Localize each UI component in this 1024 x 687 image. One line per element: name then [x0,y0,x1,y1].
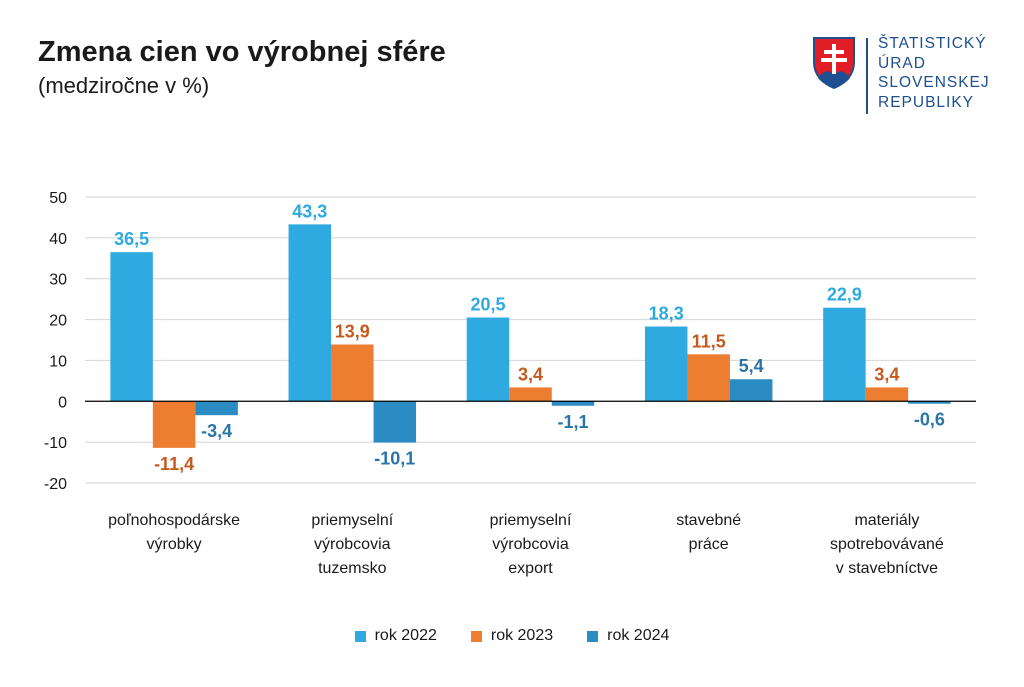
slovak-coat-of-arms-icon [813,37,855,90]
legend-swatch [587,630,599,642]
bar [466,317,510,402]
category-label: export [508,560,553,577]
bar [551,401,595,406]
category-label: priemyselní [311,512,393,529]
legend-label: rok 2023 [490,627,554,644]
category-label: tuzemsko [318,560,387,577]
data-label: 3,4 [518,364,543,384]
data-label: -0,6 [914,410,945,430]
data-label: 3,4 [874,364,899,384]
statistical-office-logo: ŠTATISTICKÝ ÚRAD SLOVENSKEJ REPUBLIKY [812,34,1002,116]
bar [373,401,417,443]
category-label: výrobcovia [492,536,569,553]
legend-label: rok 2024 [607,627,670,644]
y-tick-label: -20 [44,476,67,493]
data-label: 36,5 [114,229,149,249]
bar-chart: 50 40 30 20 10 0 -10 -20 36,5 43,3 20,5 18,3 22,9 -11… [44,190,976,577]
y-tick-label: 20 [49,313,67,330]
y-tick-label: 50 [49,190,67,207]
category-label: priemyselní [490,512,572,529]
data-label: 43,3 [292,201,327,221]
data-label: 5,4 [739,356,764,376]
legend-item-2023: rok 2023 [470,627,554,645]
bar [729,379,773,402]
bar [865,387,909,402]
y-tick-label: 10 [49,353,67,370]
bar [509,387,552,402]
category-label: v stavebníctve [836,560,938,577]
category-label: stavebné [676,512,741,529]
bar [687,354,730,402]
category-label: poľnohospodárske [108,512,240,529]
legend-label: rok 2022 [374,627,437,644]
data-label: 22,9 [827,285,862,305]
data-label: 18,3 [649,304,684,324]
data-label: -3,4 [201,421,232,441]
data-label: -10,1 [374,449,415,469]
y-tick-label: 40 [49,231,67,248]
bar [195,401,238,416]
data-label: -1,1 [557,412,588,432]
category-label: výrobky [147,536,202,553]
bar [908,401,951,404]
data-label: 13,9 [335,321,370,341]
y-tick-label: -10 [44,435,67,452]
logo-line: SLOVENSKEJ [878,74,990,91]
legend-item-2024: rok 2024 [587,627,669,645]
y-tick-label: 30 [49,272,67,289]
category-label: spotrebovávané [830,536,944,553]
chart-subtitle: (medziročne v %) [38,73,210,98]
data-label: 20,5 [470,295,505,315]
bar [823,307,866,402]
logo-line: ŠTATISTICKÝ [878,35,987,52]
legend-swatch [354,630,366,642]
bar [644,326,688,402]
bar [152,401,196,448]
logo-line: ÚRAD [878,54,926,72]
data-label: -11,4 [154,454,194,474]
category-label: materiály [854,512,919,529]
data-label: 11,5 [692,331,726,351]
logo-divider [866,38,868,114]
logo-line: REPUBLIKY [878,93,975,111]
logo-text: ŠTATISTICKÝ ÚRAD SLOVENSKEJ REPUBLIKY [878,34,990,112]
chart-legend: rok 2022 rok 2023 rok 2024 [0,627,1024,645]
bar [331,344,374,402]
y-tick-label: 0 [58,394,67,411]
legend-swatch [470,630,482,642]
bar [110,252,153,402]
category-label: výrobcovia [314,536,391,553]
bar [288,224,332,402]
chart-title: Zmena cien vo výrobnej sfére [38,36,446,68]
legend-item-2022: rok 2022 [354,627,437,645]
category-label: práce [689,536,729,553]
